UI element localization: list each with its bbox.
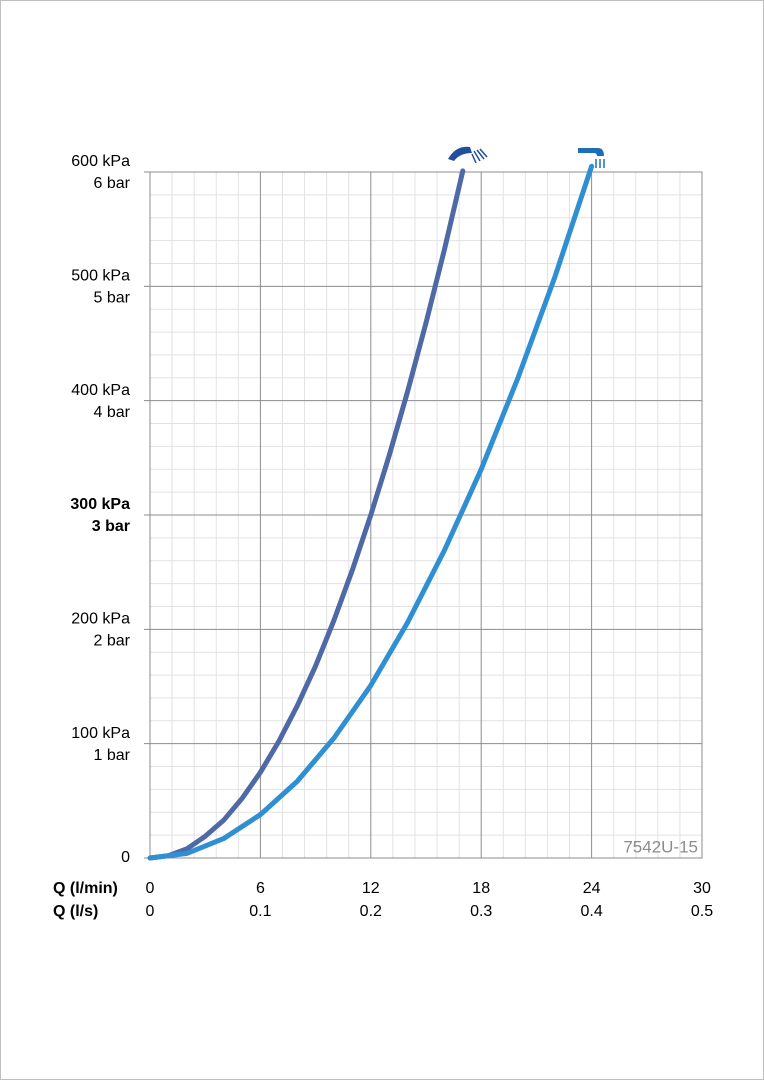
x2-tick-label: 0.5 [691, 903, 713, 920]
y-tick-label: 400 kPa [71, 382, 130, 399]
y2-tick-label: 5 bar [94, 290, 131, 307]
y-tick-label: 0 [121, 849, 130, 866]
x2-tick-label: 0 [146, 903, 155, 920]
y-tick-label: 100 kPa [71, 725, 130, 742]
y-tick-label: 500 kPa [71, 268, 130, 285]
x-tick-label: 12 [362, 880, 380, 897]
x-tick-label: 30 [693, 880, 711, 897]
y2-tick-label: 3 bar [92, 518, 130, 535]
x2-axis-label: Q (l/s) [53, 903, 98, 920]
y-tick-label: 300 kPa [70, 496, 130, 513]
x-axis-label: Q (l/min) [53, 880, 118, 897]
plot-frame [149, 171, 703, 859]
x-tick-label: 6 [256, 880, 265, 897]
y2-tick-label: 6 bar [94, 175, 131, 192]
y2-tick-label: 4 bar [94, 404, 131, 421]
x2-tick-label: 0.2 [360, 903, 382, 920]
annotation: 7542U-15 [623, 837, 698, 856]
y-tick-label: 600 kPa [71, 153, 130, 170]
x2-tick-label: 0.4 [580, 903, 602, 920]
x2-tick-label: 0.3 [470, 903, 492, 920]
hand-shower-icon [448, 146, 488, 164]
bath-spout-icon [578, 148, 605, 168]
x-tick-label: 0 [146, 880, 155, 897]
x2-tick-label: 0.1 [249, 903, 271, 920]
curve [147, 163, 595, 861]
y-tick-label: 200 kPa [71, 611, 130, 628]
x-tick-label: 18 [472, 880, 490, 897]
curve [147, 168, 466, 861]
y2-tick-label: 1 bar [94, 747, 131, 764]
y2-tick-label: 2 bar [94, 633, 131, 650]
x-tick-label: 24 [583, 880, 601, 897]
